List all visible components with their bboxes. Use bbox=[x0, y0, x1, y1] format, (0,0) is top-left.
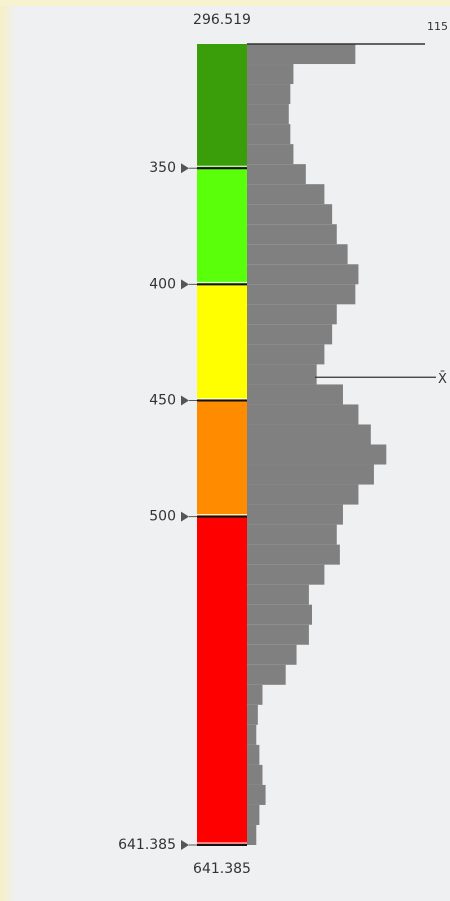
break-handle bbox=[181, 511, 189, 522]
histogram-bar bbox=[247, 344, 325, 365]
break-handle bbox=[181, 395, 189, 406]
class-band bbox=[197, 44, 247, 169]
histogram-bar bbox=[247, 44, 356, 65]
histogram-bar bbox=[247, 804, 260, 825]
histogram-bar bbox=[247, 624, 309, 645]
histogram-bar bbox=[247, 124, 291, 145]
histogram-bar bbox=[247, 684, 263, 705]
class-band bbox=[197, 400, 247, 517]
histogram-bar bbox=[247, 264, 359, 285]
histogram-bar bbox=[247, 204, 333, 225]
break-label: 450 bbox=[149, 392, 176, 408]
histogram-bar bbox=[247, 484, 359, 505]
break-label: 641.385 bbox=[118, 837, 176, 853]
histogram-bar bbox=[247, 564, 325, 585]
histogram-bar bbox=[247, 164, 306, 185]
histogram-bar bbox=[247, 384, 343, 405]
histogram-bar bbox=[247, 144, 294, 165]
max-value-label: 296.519 bbox=[193, 12, 251, 28]
histogram-bar bbox=[247, 284, 356, 305]
break-handle bbox=[181, 279, 189, 290]
histogram-bar bbox=[247, 444, 387, 465]
histogram-bar bbox=[247, 364, 317, 385]
edge-shade bbox=[0, 0, 16, 901]
histogram-bar bbox=[247, 764, 263, 785]
break-handle bbox=[181, 163, 189, 174]
break-label: 400 bbox=[149, 276, 176, 292]
histogram-bar bbox=[247, 544, 340, 565]
histogram-bar bbox=[247, 424, 371, 445]
histogram-bar bbox=[247, 224, 337, 245]
histogram-bar bbox=[247, 304, 337, 325]
histogram-bar bbox=[247, 584, 309, 605]
histogram-bar bbox=[247, 504, 343, 525]
histogram-bar bbox=[247, 784, 266, 805]
histogram-bar bbox=[247, 324, 333, 345]
histogram-bar bbox=[247, 464, 374, 485]
class-band bbox=[197, 284, 247, 401]
histogram-bar bbox=[247, 744, 260, 765]
mean-label: X̄ bbox=[438, 371, 447, 386]
histogram-bar bbox=[247, 184, 325, 205]
break-label: 500 bbox=[149, 509, 176, 525]
histogram-bar bbox=[247, 104, 289, 125]
top-shade bbox=[0, 0, 450, 6]
break-handle bbox=[181, 840, 189, 850]
class-band bbox=[197, 168, 247, 285]
histogram-bar bbox=[247, 64, 294, 85]
max-count-label: 115 bbox=[427, 20, 448, 33]
histogram-bar bbox=[247, 84, 291, 105]
histogram-bar bbox=[247, 664, 286, 685]
histogram-bar bbox=[247, 824, 257, 845]
histogram-bar bbox=[247, 644, 297, 665]
histogram-bar bbox=[247, 604, 313, 625]
histogram-bar bbox=[247, 724, 257, 745]
histogram-bar bbox=[247, 244, 348, 265]
min-value-label: 641.385 bbox=[193, 861, 251, 877]
histogram-bar bbox=[247, 524, 337, 545]
histogram-bar bbox=[247, 404, 359, 425]
break-label: 350 bbox=[149, 160, 176, 176]
histogram-bar bbox=[247, 704, 258, 725]
class-band bbox=[197, 516, 247, 845]
